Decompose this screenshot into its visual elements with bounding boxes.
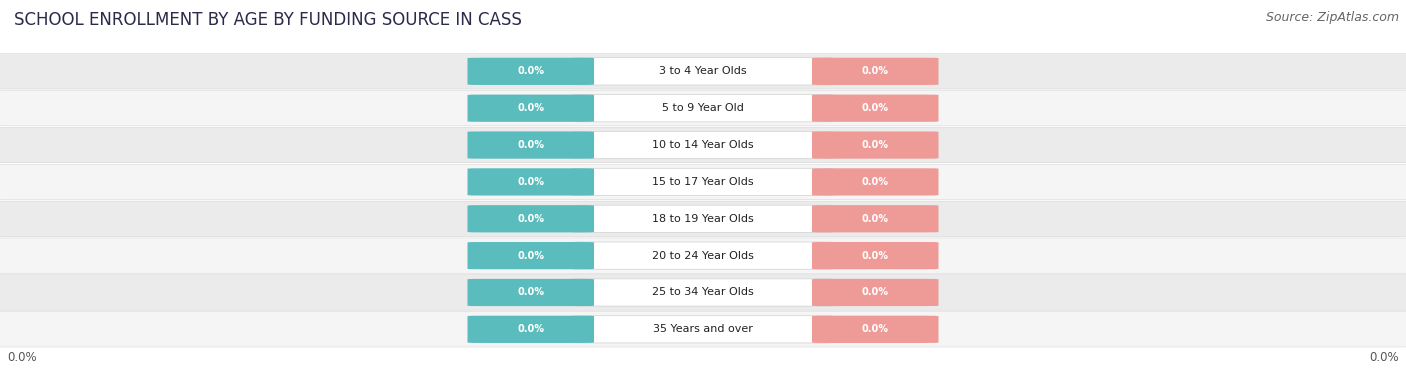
Text: 25 to 34 Year Olds: 25 to 34 Year Olds [652,288,754,297]
FancyBboxPatch shape [467,205,593,232]
FancyBboxPatch shape [574,132,832,159]
Text: 0.0%: 0.0% [862,288,889,297]
Text: 0.0%: 0.0% [517,288,544,297]
FancyBboxPatch shape [467,279,593,306]
Text: 0.0%: 0.0% [862,140,889,150]
FancyBboxPatch shape [813,242,939,269]
FancyBboxPatch shape [574,316,832,343]
Text: 0.0%: 0.0% [517,324,544,334]
FancyBboxPatch shape [0,311,1406,347]
Text: 0.0%: 0.0% [517,103,544,113]
FancyBboxPatch shape [813,94,939,122]
Text: 20 to 24 Year Olds: 20 to 24 Year Olds [652,251,754,260]
Text: SCHOOL ENROLLMENT BY AGE BY FUNDING SOURCE IN CASS: SCHOOL ENROLLMENT BY AGE BY FUNDING SOUR… [14,11,522,29]
FancyBboxPatch shape [813,132,939,159]
Text: 0.0%: 0.0% [862,251,889,260]
Text: 0.0%: 0.0% [1369,351,1399,364]
FancyBboxPatch shape [574,279,832,306]
FancyBboxPatch shape [0,90,1406,126]
Text: 0.0%: 0.0% [517,140,544,150]
FancyBboxPatch shape [0,238,1406,273]
FancyBboxPatch shape [0,164,1406,200]
Text: 10 to 14 Year Olds: 10 to 14 Year Olds [652,140,754,150]
Text: 35 Years and over: 35 Years and over [652,324,754,334]
Text: 15 to 17 Year Olds: 15 to 17 Year Olds [652,177,754,187]
FancyBboxPatch shape [467,132,593,159]
FancyBboxPatch shape [0,54,1406,89]
Text: 0.0%: 0.0% [517,251,544,260]
Text: 0.0%: 0.0% [517,67,544,76]
Text: 0.0%: 0.0% [517,177,544,187]
FancyBboxPatch shape [574,205,832,232]
FancyBboxPatch shape [0,127,1406,163]
Text: 0.0%: 0.0% [862,214,889,224]
Text: 18 to 19 Year Olds: 18 to 19 Year Olds [652,214,754,224]
Text: 0.0%: 0.0% [7,351,37,364]
Text: 0.0%: 0.0% [862,177,889,187]
FancyBboxPatch shape [467,58,593,85]
Text: Source: ZipAtlas.com: Source: ZipAtlas.com [1265,11,1399,24]
FancyBboxPatch shape [813,168,939,195]
FancyBboxPatch shape [467,94,593,122]
Text: 0.0%: 0.0% [862,324,889,334]
FancyBboxPatch shape [0,275,1406,310]
FancyBboxPatch shape [574,94,832,122]
FancyBboxPatch shape [467,168,593,195]
FancyBboxPatch shape [813,58,939,85]
FancyBboxPatch shape [574,242,832,269]
Text: 0.0%: 0.0% [862,103,889,113]
Text: 0.0%: 0.0% [517,214,544,224]
Text: 0.0%: 0.0% [862,67,889,76]
FancyBboxPatch shape [813,279,939,306]
FancyBboxPatch shape [813,205,939,232]
FancyBboxPatch shape [0,201,1406,237]
FancyBboxPatch shape [574,58,832,85]
Text: 3 to 4 Year Olds: 3 to 4 Year Olds [659,67,747,76]
FancyBboxPatch shape [574,168,832,195]
FancyBboxPatch shape [813,316,939,343]
FancyBboxPatch shape [467,242,593,269]
Text: 5 to 9 Year Old: 5 to 9 Year Old [662,103,744,113]
FancyBboxPatch shape [467,316,593,343]
